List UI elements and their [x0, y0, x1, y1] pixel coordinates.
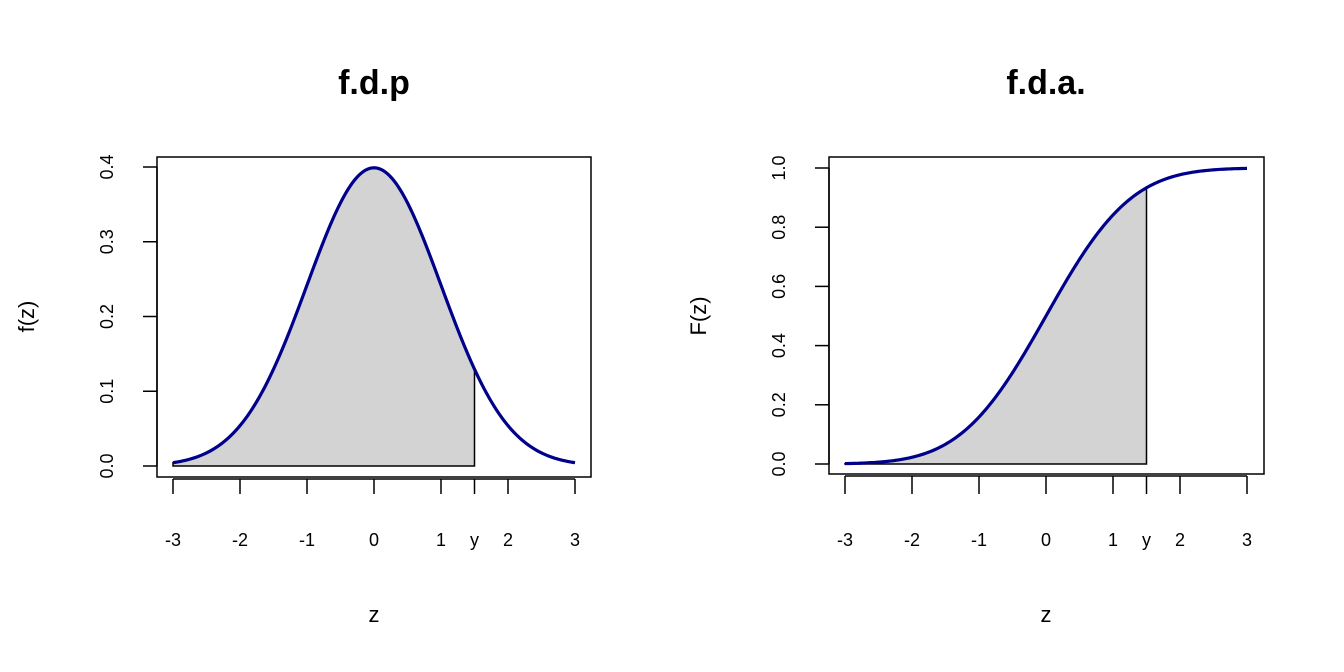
y-tick-label: 0.2: [97, 304, 117, 329]
x-tick-label: -2: [232, 530, 248, 550]
chart-title: f.d.p: [338, 64, 410, 102]
shaded-area: [172, 167, 476, 467]
y-axis-label: F(z): [686, 296, 711, 335]
density-curve: [844, 166, 1248, 466]
x-tick-label: -1: [971, 530, 987, 550]
x-tick-label: -3: [165, 530, 181, 550]
y-tick-label: 0.4: [97, 154, 117, 179]
y-tick-label: 1.0: [769, 155, 789, 180]
x-tick-label: 1: [436, 530, 446, 550]
x-tick-label: 0: [1041, 530, 1051, 550]
y-tick-label: 0.1: [97, 379, 117, 404]
x-tick-label: -2: [904, 530, 920, 550]
x-tick-label: 2: [1175, 530, 1185, 550]
y-tick-label: 0.6: [769, 274, 789, 299]
x-tick-label: 3: [570, 530, 580, 550]
x-axis-label: z: [1041, 602, 1052, 627]
y-tick-label: 0.0: [769, 451, 789, 476]
x-tick-label: -1: [299, 530, 315, 550]
y-axis-label: f(z): [14, 301, 39, 333]
y-tick-label: 0.2: [769, 392, 789, 417]
x-tick-label: 1: [1108, 530, 1118, 550]
y-tick-label: 0.4: [769, 333, 789, 358]
y-tick-label: 0.3: [97, 229, 117, 254]
chart-title: f.d.a.: [1006, 64, 1085, 102]
cdf-panel: -3 -2 -1 0 1 y 2 3 0.0 0.2 0.4 0.6 0.8 1.0 f.d.a. z F(z): [686, 64, 1265, 627]
density-curve: [172, 166, 576, 465]
y-tick-label: 0.8: [769, 215, 789, 240]
x-tick-label: 3: [1242, 530, 1252, 550]
x-tick-label: -3: [837, 530, 853, 550]
x-tick-label: 0: [369, 530, 379, 550]
x-tick-label: y: [1142, 530, 1151, 550]
y-tick-label: 0.0: [97, 453, 117, 478]
pdf-panel: -3 -2 -1 0 1 y 2 3 0.0 0.1 0.2 0.3 0.4 f.d.p z f(z): [14, 64, 592, 627]
x-tick-label: y: [470, 530, 479, 550]
x-tick-label: 2: [503, 530, 513, 550]
x-axis-label: z: [369, 602, 380, 627]
